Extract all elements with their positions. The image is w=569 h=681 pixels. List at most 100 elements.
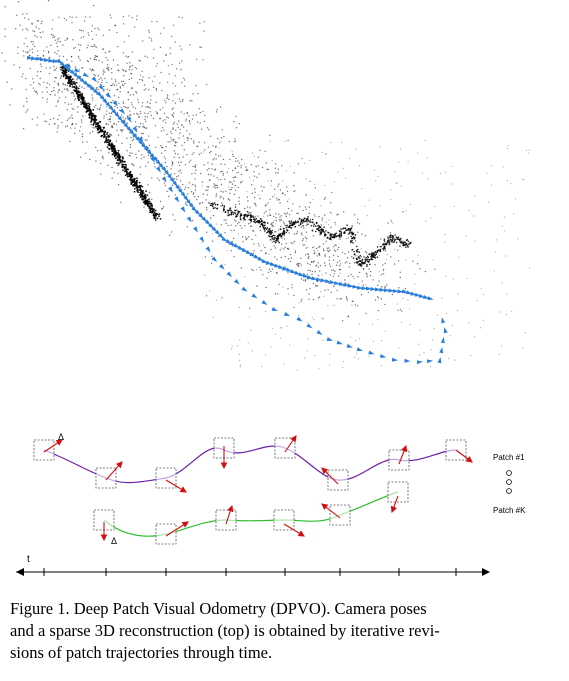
point: [270, 223, 272, 226]
point: [117, 121, 120, 123]
point: [253, 196, 256, 199]
point: [408, 242, 411, 245]
point: [384, 243, 387, 245]
point: [65, 19, 68, 21]
point: [269, 209, 271, 211]
point: [120, 106, 123, 109]
point: [94, 45, 96, 47]
point: [291, 222, 293, 224]
point: [180, 111, 183, 113]
point: [294, 226, 296, 228]
point: [301, 158, 303, 160]
point: [154, 75, 156, 78]
point: [278, 199, 280, 201]
point: [80, 101, 82, 103]
point: [201, 202, 204, 204]
point: [254, 221, 257, 224]
point: [42, 55, 45, 57]
point: [22, 50, 24, 52]
point: [32, 78, 34, 80]
camera-pose: [132, 126, 138, 133]
point: [278, 241, 281, 244]
point: [141, 154, 143, 156]
point: [144, 118, 146, 121]
point: [366, 252, 368, 254]
point: [386, 284, 388, 286]
point: [386, 240, 389, 242]
point: [290, 257, 293, 259]
point: [52, 34, 54, 37]
point: [205, 207, 208, 209]
point: [72, 39, 74, 41]
camera-pose: [126, 116, 132, 123]
point: [185, 120, 187, 122]
trajectory-bottom: [103, 491, 399, 537]
point: [503, 216, 506, 218]
point: [220, 171, 222, 173]
point: [353, 231, 355, 233]
point: [360, 264, 362, 266]
point: [129, 62, 131, 64]
point: [115, 81, 117, 83]
point: [193, 196, 196, 198]
point: [90, 84, 92, 87]
point: [154, 209, 157, 212]
point: [325, 234, 327, 236]
point: [185, 202, 187, 204]
point: [244, 236, 247, 238]
point: [116, 129, 118, 131]
point: [120, 201, 122, 203]
point: [196, 198, 198, 201]
point: [256, 176, 258, 178]
point: [190, 159, 192, 161]
point: [287, 258, 290, 260]
point: [311, 273, 313, 275]
point: [295, 232, 298, 235]
point: [194, 186, 197, 188]
point: [93, 119, 96, 122]
camera-pose: [138, 139, 144, 146]
point: [136, 18, 138, 21]
point: [131, 87, 134, 89]
point: [275, 172, 277, 174]
point: [390, 198, 392, 200]
point: [423, 351, 425, 354]
point: [305, 231, 308, 233]
point: [88, 103, 91, 106]
point: [123, 41, 126, 43]
point: [116, 107, 119, 109]
point: [253, 175, 256, 177]
point: [354, 304, 356, 306]
point: [237, 165, 239, 167]
point: [69, 127, 72, 129]
point: [270, 248, 272, 251]
point: [121, 131, 123, 133]
point: [165, 54, 167, 57]
point: [308, 206, 310, 208]
point: [159, 46, 162, 49]
point: [364, 262, 366, 264]
point: [389, 240, 391, 242]
ellipsis-dot: [506, 470, 512, 476]
point: [283, 230, 285, 232]
point: [320, 224, 322, 226]
camera-pose: [329, 279, 336, 284]
point: [45, 67, 47, 69]
point: [281, 235, 283, 237]
point: [160, 145, 162, 147]
point: [418, 354, 420, 356]
point: [284, 255, 286, 258]
point: [129, 110, 131, 112]
point: [297, 314, 299, 317]
point: [57, 91, 59, 94]
point: [221, 202, 223, 204]
point: [106, 133, 108, 136]
point: [183, 77, 185, 79]
point: [334, 250, 337, 252]
point: [84, 105, 87, 107]
point: [209, 290, 211, 292]
point: [398, 161, 400, 163]
point: [370, 258, 373, 260]
point: [91, 30, 93, 32]
point: [203, 151, 205, 153]
